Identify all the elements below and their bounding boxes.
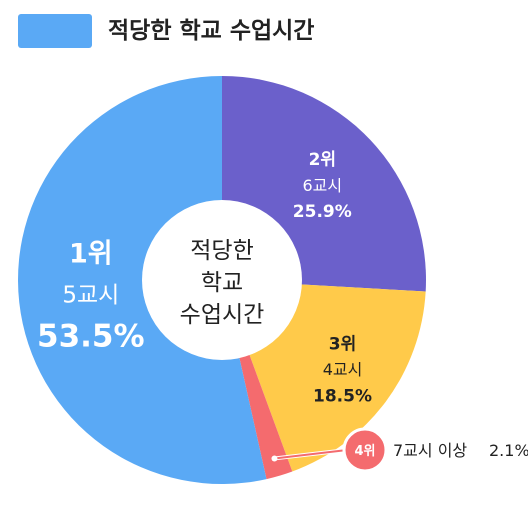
slice-value: 53.5% bbox=[37, 318, 145, 354]
slice-rank: 2위 bbox=[309, 150, 336, 170]
slice-category: 7교시 이상 bbox=[393, 441, 467, 460]
slice-rank: 1위 bbox=[69, 238, 113, 269]
small-slice-callout: 4위 7교시 이상 2.1% bbox=[271, 427, 528, 473]
callout-line bbox=[274, 449, 348, 460]
center-label-line: 적당한 bbox=[190, 238, 253, 264]
callout-dot bbox=[271, 455, 278, 462]
slice-value: 2.1% bbox=[489, 441, 528, 460]
legend-swatch bbox=[18, 14, 92, 48]
donut-hole bbox=[142, 200, 302, 360]
slice-value: 25.9% bbox=[293, 202, 352, 222]
slice-category: 4교시 bbox=[323, 360, 363, 379]
center-label-line: 수업시간 bbox=[180, 302, 265, 328]
slice-value: 18.5% bbox=[313, 386, 372, 406]
slice-rank: 4위 bbox=[354, 444, 375, 459]
legend-label: 적당한 학교 수업시간 bbox=[108, 18, 315, 44]
slice-category: 6교시 bbox=[302, 176, 342, 195]
slice-rank: 3위 bbox=[329, 334, 356, 354]
center-label-line: 학교 bbox=[201, 270, 243, 296]
rank-badge bbox=[342, 427, 388, 473]
slice-category: 5교시 bbox=[62, 282, 119, 308]
slice-labels: 1위 5교시 53.5% 2위 6교시 25.9% 3위 4교시 18.5% bbox=[37, 150, 372, 406]
